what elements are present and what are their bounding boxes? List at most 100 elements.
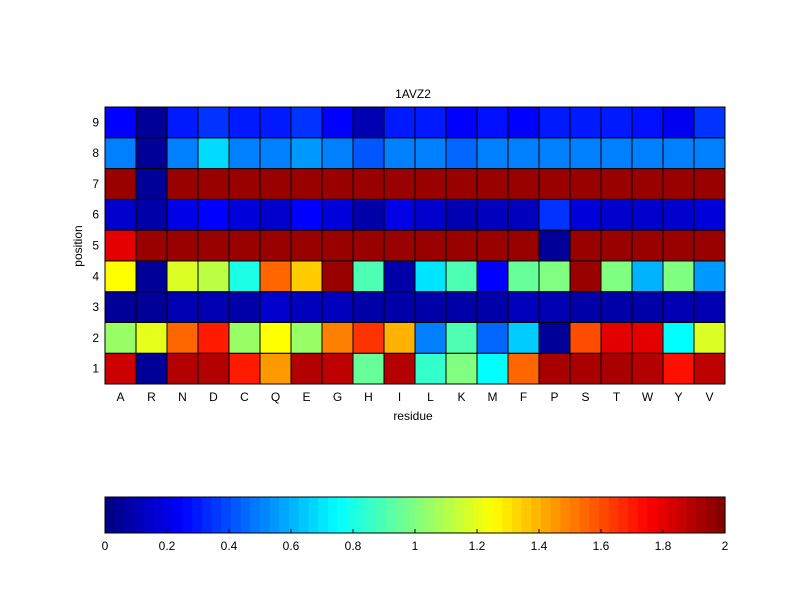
heatmap-cell-T-6 — [600, 198, 633, 231]
heatmap-cell-E-6 — [290, 198, 323, 231]
x-tick-label: A — [116, 390, 124, 404]
heatmap-cell-F-6 — [507, 198, 540, 231]
heatmap-cell-G-2 — [321, 321, 354, 354]
heatmap-cell-P-1 — [538, 352, 571, 385]
colorbar-segment — [637, 497, 649, 533]
heatmap-cell-H-3 — [352, 291, 385, 323]
colorbar-tick-label: 0.2 — [159, 539, 176, 553]
heatmap-cell-V-6 — [693, 198, 726, 231]
heatmap-cell-R-2 — [135, 321, 168, 354]
colorbar-segment — [599, 497, 610, 533]
x-tick-label: E — [302, 390, 310, 404]
heatmap-cell-I-8 — [383, 137, 416, 170]
heatmap-cell-P-7 — [538, 168, 571, 200]
colorbar-segment — [211, 497, 222, 533]
colorbar-segment — [570, 497, 581, 533]
colorbar-segment — [550, 497, 561, 533]
heatmap-cell-S-4 — [569, 260, 602, 293]
heatmap-cell-T-9 — [600, 106, 633, 139]
heatmap-cell-L-4 — [414, 260, 447, 293]
heatmap-cell-M-2 — [476, 321, 509, 354]
heatmap-cell-Y-8 — [662, 137, 695, 170]
heatmap-cell-I-1 — [383, 352, 416, 385]
colorbar-segment — [608, 497, 620, 533]
heatmap-cell-P-9 — [538, 106, 571, 139]
heatmap-cell-H-5 — [352, 229, 385, 262]
heatmap-cell-P-6 — [538, 198, 571, 231]
heatmap-cell-G-5 — [321, 229, 354, 262]
colorbar-segment — [482, 497, 494, 533]
colorbar-segment — [279, 497, 290, 533]
heatmap-cell-R-4 — [135, 260, 168, 293]
heatmap-cell-N-4 — [166, 260, 199, 293]
colorbar-segment — [415, 497, 426, 533]
y-tick-labels: 1 2 3 4 5 6 7 8 9 — [92, 115, 99, 375]
colorbar-segment — [521, 497, 532, 533]
colorbar-segment — [347, 497, 358, 533]
colorbar-tick-label: 1.4 — [531, 539, 548, 553]
x-tick-label: P — [550, 390, 558, 404]
heatmap-cell-L-8 — [414, 137, 447, 170]
heatmap-cell-P-4 — [538, 260, 571, 293]
heatmap-cell-G-8 — [321, 137, 354, 170]
colorbar-segment — [579, 497, 590, 533]
plot-frame — [104, 106, 726, 385]
heatmap-cell-I-3 — [383, 291, 416, 323]
heatmap-cell-I-9 — [383, 106, 416, 139]
heatmap-cell-Q-9 — [259, 106, 292, 139]
y-axis-label: position — [71, 225, 85, 266]
heatmap-cell-G-9 — [321, 106, 354, 139]
colorbar-segment — [289, 497, 300, 533]
x-axis-label: residue — [393, 409, 433, 423]
heatmap-cell-A-8 — [104, 137, 137, 170]
heatmap-cell-A-4 — [104, 260, 137, 293]
heatmap-cell-L-3 — [414, 291, 447, 323]
heatmap-cell-R-1 — [135, 352, 168, 385]
heatmap-cell-D-3 — [197, 291, 230, 323]
colorbar-segment — [705, 497, 716, 533]
heatmap-cell-W-7 — [631, 168, 664, 200]
colorbar-segment — [502, 497, 513, 533]
colorbar-segment — [337, 497, 348, 533]
heatmap-cell-Y-5 — [662, 229, 695, 262]
heatmap-cell-V-7 — [693, 168, 726, 200]
x-tick-label: K — [457, 390, 465, 404]
heatmap-cell-W-9 — [631, 106, 664, 139]
heatmap-cell-D-2 — [197, 321, 230, 354]
heatmap-cell-H-4 — [352, 260, 385, 293]
heatmap-cell-V-2 — [693, 321, 726, 354]
heatmap-cell-W-4 — [631, 260, 664, 293]
heatmap-cell-G-3 — [321, 291, 354, 323]
heatmap-cell-Y-3 — [662, 291, 695, 323]
heatmap-cell-D-8 — [197, 137, 230, 170]
colorbar-segment — [192, 497, 203, 533]
colorbar-tick-label: 1.8 — [655, 539, 672, 553]
heatmap-cell-N-5 — [166, 229, 199, 262]
heatmap-cell-K-1 — [445, 352, 478, 385]
heatmap-cell-K-9 — [445, 106, 478, 139]
colorbar-tick-label: 2 — [722, 539, 729, 553]
colorbar-segment — [540, 497, 552, 533]
colorbar-segment — [114, 497, 125, 533]
heatmap-cell-D-4 — [197, 260, 230, 293]
heatmap-cell-G-7 — [321, 168, 354, 200]
colorbar-segment — [356, 497, 368, 533]
colorbar-segment — [172, 497, 184, 533]
colorbar-segment — [143, 497, 155, 533]
heatmap-cell-V-8 — [693, 137, 726, 170]
x-tick-label: W — [642, 390, 654, 404]
heatmap-cell-E-3 — [290, 291, 323, 323]
colorbar-segment — [405, 497, 416, 533]
colorbar-segment — [318, 497, 329, 533]
heatmap-cell-C-2 — [228, 321, 261, 354]
heatmap-cell-K-7 — [445, 168, 478, 200]
x-tick-label: N — [178, 390, 187, 404]
heatmap-cell-G-6 — [321, 198, 354, 231]
colorbar-segment — [463, 497, 474, 533]
y-tick-label: 6 — [92, 208, 99, 222]
heatmap-cell-C-7 — [228, 168, 261, 200]
colorbar-segment — [250, 497, 261, 533]
y-tick-label: 3 — [92, 300, 99, 314]
heatmap-cell-I-6 — [383, 198, 416, 231]
